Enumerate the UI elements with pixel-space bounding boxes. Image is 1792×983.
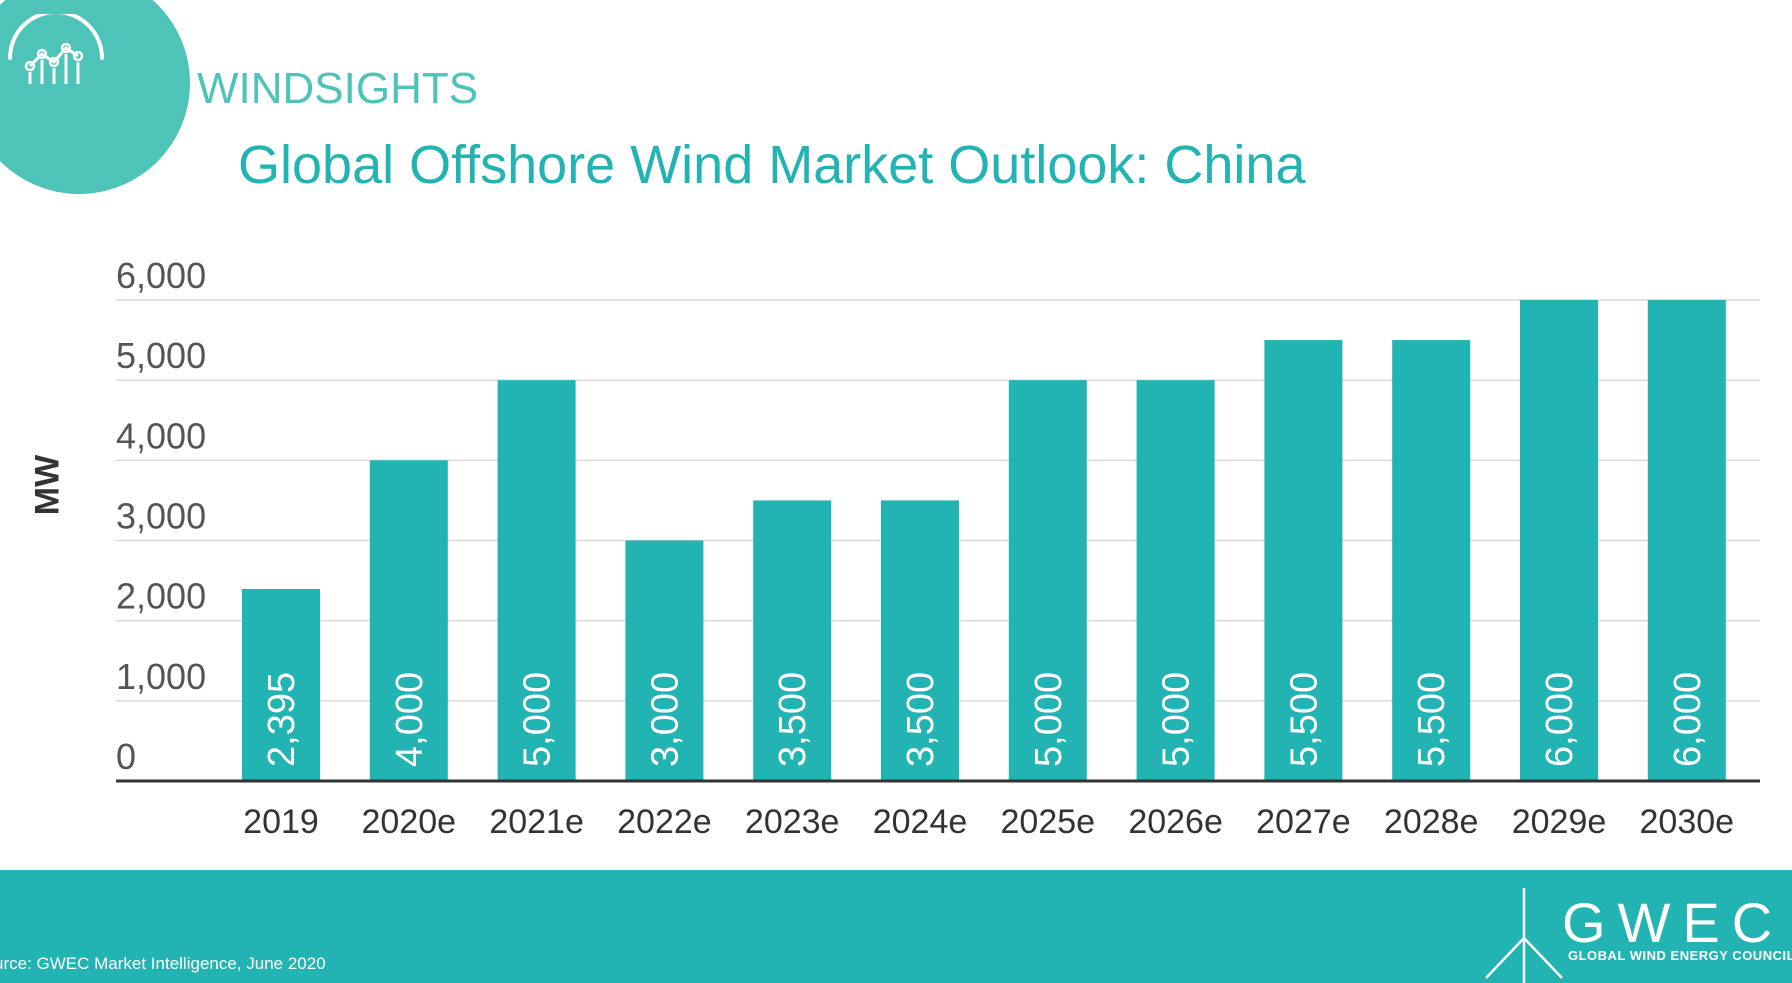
bar (881, 500, 959, 781)
data-label: 5,500 (1411, 672, 1453, 767)
bar (1136, 380, 1215, 781)
bar (625, 540, 704, 781)
data-label: 5,000 (1028, 672, 1070, 767)
x-tick-label: 2029e (1512, 803, 1607, 841)
data-label: 5,000 (517, 672, 559, 767)
bar (753, 500, 832, 781)
y-tick-label: 3,000 (116, 496, 206, 537)
bar (369, 460, 448, 781)
x-tick-label: 2024e (873, 803, 968, 841)
wind-turbine-icon (1485, 888, 1563, 983)
bar (1392, 340, 1471, 781)
y-tick-label: 2,000 (116, 576, 206, 617)
bar (497, 380, 576, 781)
y-tick-label: 5,000 (116, 335, 206, 376)
x-tick-label: 2023e (745, 803, 840, 841)
y-tick-label: 6,000 (116, 255, 206, 296)
x-tick-label: 2021e (489, 803, 584, 841)
windsights-logo (0, 0, 190, 194)
bar (1647, 300, 1726, 781)
data-label: 4,000 (389, 672, 431, 767)
data-label: 5,500 (1283, 672, 1325, 767)
windsights-chart-icon (8, 14, 104, 84)
x-tick-label: 2025e (1001, 803, 1096, 841)
data-label: 6,000 (1539, 672, 1581, 767)
bar (1520, 300, 1598, 781)
source-note: urce: GWEC Market Intelligence, June 202… (0, 954, 326, 973)
x-tick-label: 2030e (1640, 803, 1735, 841)
chart-title: Global Offshore Wind Market Outlook: Chi… (238, 135, 1306, 195)
data-label: 3,500 (772, 672, 814, 767)
bar (1008, 380, 1087, 781)
x-tick-label: 2026e (1128, 803, 1223, 841)
bar (1264, 340, 1343, 781)
x-tick-label: 2019 (243, 803, 319, 841)
bar-chart: 0 1,000 2,000 3,000 4,000 5,000 6,000 2,395 2019… (116, 255, 1760, 841)
x-tick-label: 2022e (617, 803, 712, 841)
y-tick-label: 4,000 (116, 415, 206, 456)
data-label: 6,000 (1667, 672, 1709, 767)
x-tick-label: 2027e (1256, 803, 1351, 841)
y-tick-label: 0 (116, 736, 136, 777)
gwec-full-name: GLOBAL WIND ENERGY COUNCIL (1568, 948, 1792, 963)
data-label: 2,395 (261, 672, 303, 767)
x-tick-label: 2028e (1384, 803, 1479, 841)
footer-band: urce: GWEC Market Intelligence, June 202… (0, 870, 1792, 983)
data-label: 3,500 (900, 672, 942, 767)
bar (242, 589, 320, 781)
data-label: 3,000 (644, 672, 686, 767)
y-tick-label: 1,000 (116, 656, 206, 697)
gwec-logo-text: GWEC (1562, 891, 1785, 954)
brand-name: WINDSIGHTS (197, 64, 479, 113)
data-label: 5,000 (1156, 672, 1198, 767)
x-tick-label: 2020e (362, 803, 457, 841)
